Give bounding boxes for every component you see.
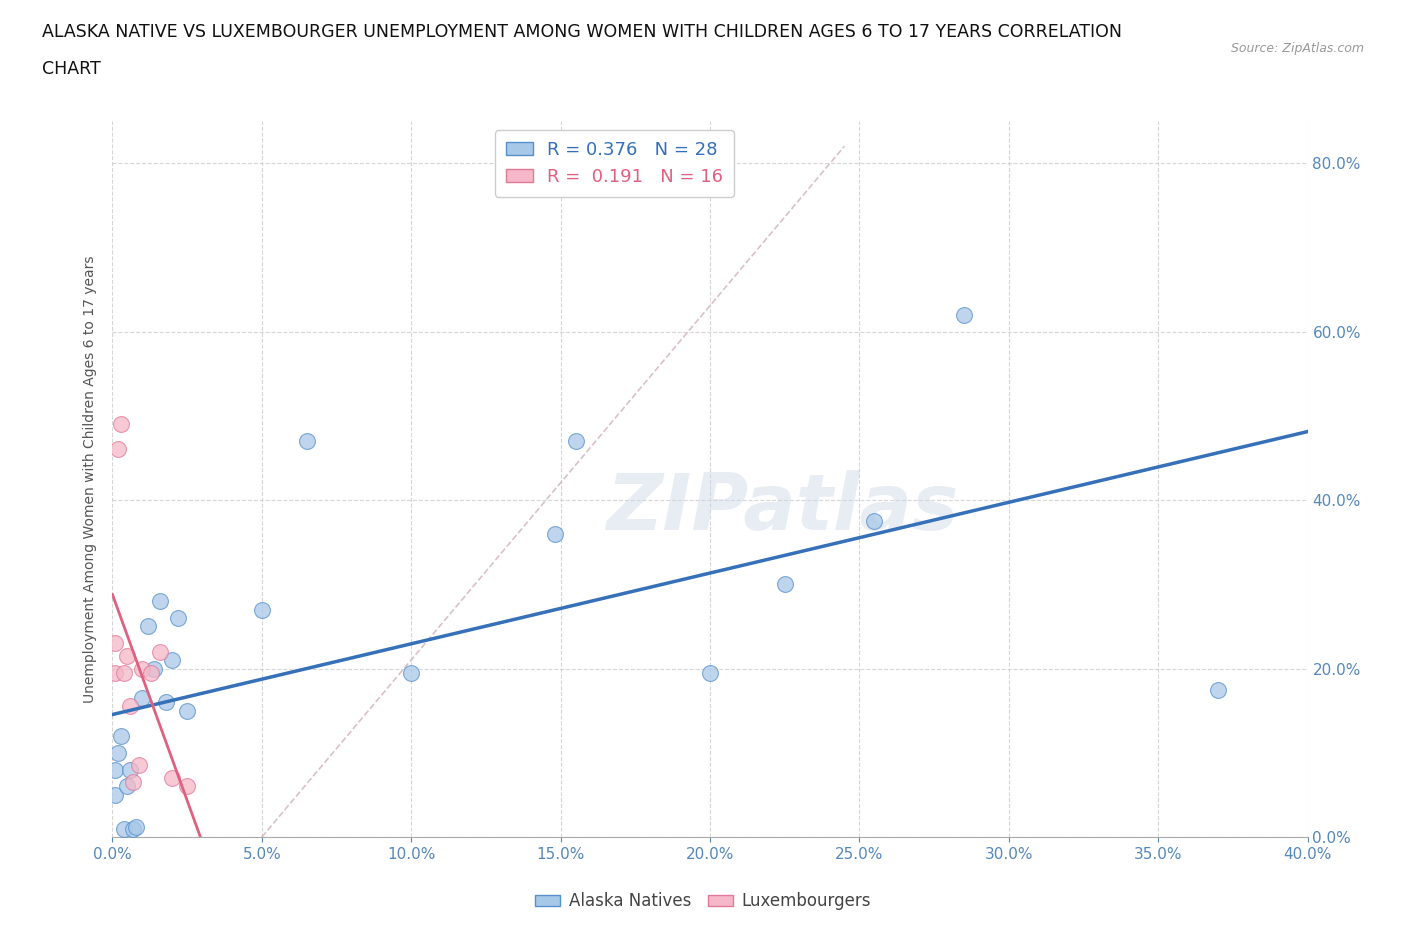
Point	[104, 788, 127, 803]
Point	[117, 779, 139, 794]
Point	[250, 602, 273, 617]
Text: ALASKA NATIVE VS LUXEMBOURGER UNEMPLOYMENT AMONG WOMEN WITH CHILDREN AGES 6 TO 1: ALASKA NATIVE VS LUXEMBOURGER UNEMPLOYME…	[42, 23, 1122, 41]
Point	[863, 513, 886, 528]
Point	[117, 648, 139, 663]
Point	[104, 636, 127, 651]
Point	[149, 644, 172, 659]
Point	[699, 665, 721, 680]
Point	[107, 745, 129, 760]
Legend: Alaska Natives, Luxembourgers: Alaska Natives, Luxembourgers	[529, 885, 877, 917]
Point	[131, 661, 153, 676]
Point	[104, 763, 127, 777]
Point	[110, 728, 132, 743]
Point	[131, 691, 153, 706]
Point	[107, 442, 129, 457]
Point	[122, 821, 145, 836]
Y-axis label: Unemployment Among Women with Children Ages 6 to 17 years: Unemployment Among Women with Children A…	[83, 255, 97, 703]
Text: Source: ZipAtlas.com: Source: ZipAtlas.com	[1230, 42, 1364, 55]
Point	[141, 665, 163, 680]
Point	[953, 307, 976, 322]
Point	[401, 665, 423, 680]
Legend: R = 0.376   N = 28, R =  0.191   N = 16: R = 0.376 N = 28, R = 0.191 N = 16	[495, 130, 734, 196]
Point	[110, 417, 132, 432]
Point	[120, 699, 142, 714]
Point	[176, 703, 198, 718]
Text: CHART: CHART	[42, 60, 101, 78]
Point	[564, 433, 586, 448]
Point	[543, 526, 565, 541]
Text: ZIPatlas: ZIPatlas	[606, 470, 957, 546]
Point	[114, 665, 135, 680]
Point	[149, 593, 172, 608]
Point	[125, 819, 148, 834]
Point	[120, 763, 142, 777]
Point	[1206, 682, 1229, 697]
Point	[176, 779, 198, 794]
Point	[143, 661, 166, 676]
Point	[138, 619, 160, 634]
Point	[114, 821, 135, 836]
Point	[122, 775, 145, 790]
Point	[162, 653, 183, 668]
Point	[167, 610, 190, 625]
Point	[773, 577, 796, 591]
Point	[162, 771, 183, 786]
Point	[128, 758, 150, 773]
Point	[104, 665, 127, 680]
Point	[295, 433, 318, 448]
Point	[155, 695, 177, 710]
